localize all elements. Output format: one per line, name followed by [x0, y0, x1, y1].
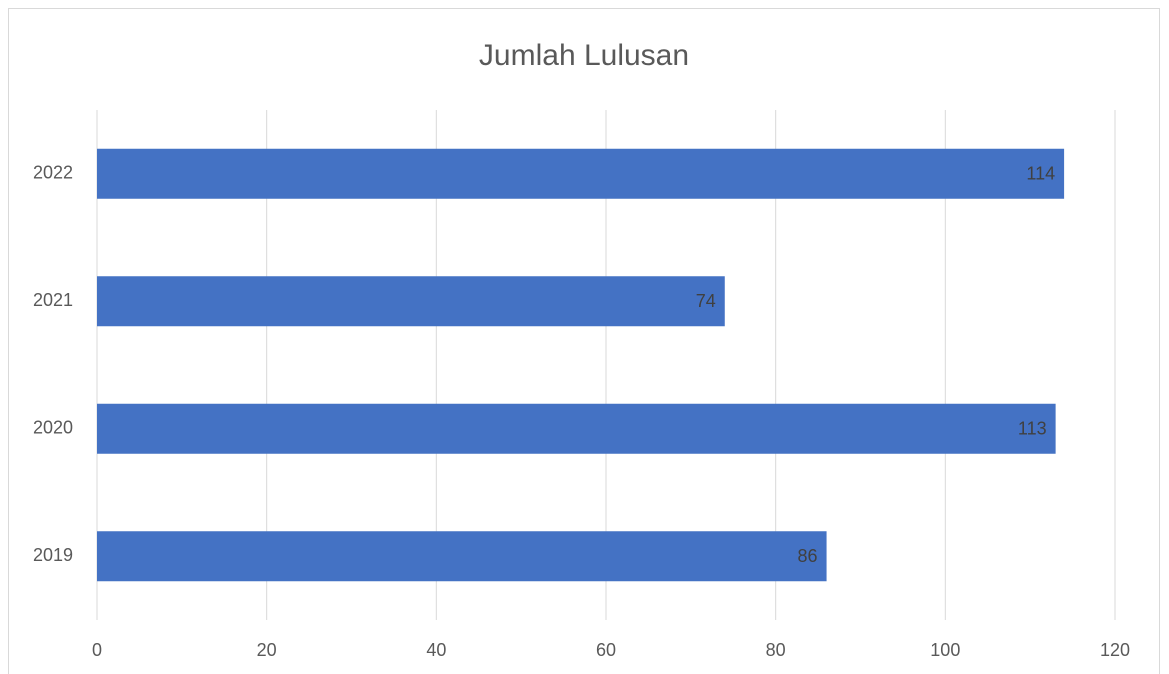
x-tick-label: 120 [1100, 640, 1130, 660]
data-label: 74 [696, 291, 716, 311]
bar [97, 403, 1056, 454]
data-label: 86 [798, 546, 818, 566]
x-tick-label: 40 [426, 640, 446, 660]
y-tick-label: 2019 [33, 545, 73, 565]
x-tick-label: 100 [930, 640, 960, 660]
x-tick-label: 20 [257, 640, 277, 660]
x-tick-label: 0 [92, 640, 102, 660]
y-tick-label: 2021 [33, 290, 73, 310]
bar [97, 148, 1065, 199]
x-tick-label: 60 [596, 640, 616, 660]
bar [97, 276, 725, 327]
y-tick-label: 2022 [33, 163, 73, 183]
data-label: 114 [1026, 164, 1055, 184]
bar [97, 531, 827, 582]
y-tick-label: 2020 [33, 418, 73, 438]
x-tick-label: 80 [766, 640, 786, 660]
data-label: 113 [1018, 419, 1047, 439]
chart-title: Jumlah Lulusan [479, 39, 689, 72]
